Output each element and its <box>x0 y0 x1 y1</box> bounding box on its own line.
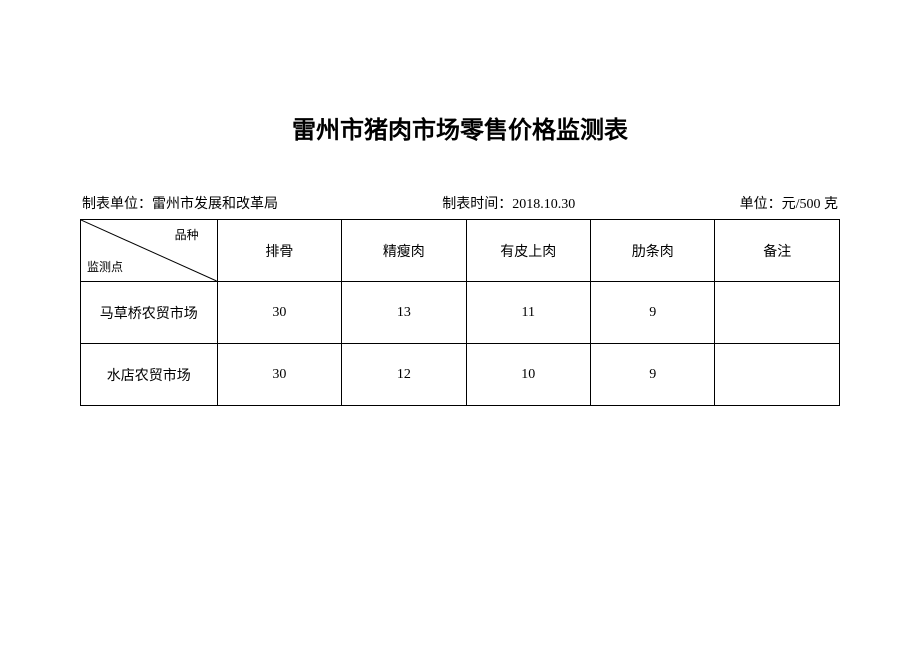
cell: 11 <box>466 282 590 344</box>
row-name: 马草桥农贸市场 <box>81 282 218 344</box>
meta-org-label: 制表单位： <box>82 197 152 212</box>
diag-bottom-label: 监测点 <box>87 258 123 275</box>
col-header: 精瘦肉 <box>342 220 466 282</box>
meta-date-value: 2018.10.30 <box>512 197 575 212</box>
meta-date-label: 制表时间： <box>442 197 512 212</box>
header-row: 品种 监测点 排骨 精瘦肉 有皮上肉 肋条肉 备注 <box>81 220 840 282</box>
document-page: 雷州市猪肉市场零售价格监测表 制表单位：雷州市发展和改革局 制表时间：2018.… <box>0 0 920 406</box>
meta-org: 制表单位：雷州市发展和改革局 <box>82 193 278 213</box>
meta-date: 制表时间：2018.10.30 <box>442 193 575 213</box>
cell: 9 <box>591 282 715 344</box>
page-title: 雷州市猪肉市场零售价格监测表 <box>80 110 840 145</box>
cell: 30 <box>217 282 341 344</box>
col-header: 有皮上肉 <box>466 220 590 282</box>
table-row: 马草桥农贸市场 30 13 11 9 <box>81 282 840 344</box>
table-head: 品种 监测点 排骨 精瘦肉 有皮上肉 肋条肉 备注 <box>81 220 840 282</box>
cell <box>715 282 840 344</box>
meta-unit: 单位：元/500 克 <box>740 193 838 213</box>
table-row: 水店农贸市场 30 12 10 9 <box>81 344 840 406</box>
row-name: 水店农贸市场 <box>81 344 218 406</box>
cell: 12 <box>342 344 466 406</box>
cell <box>715 344 840 406</box>
cell: 13 <box>342 282 466 344</box>
cell: 30 <box>217 344 341 406</box>
table-body: 马草桥农贸市场 30 13 11 9 水店农贸市场 30 12 10 9 <box>81 282 840 406</box>
col-header: 备注 <box>715 220 840 282</box>
meta-org-value: 雷州市发展和改革局 <box>152 197 278 212</box>
diag-top-label: 品种 <box>175 226 199 243</box>
diagonal-header: 品种 监测点 <box>81 220 218 282</box>
meta-row: 制表单位：雷州市发展和改革局 制表时间：2018.10.30 单位：元/500 … <box>80 193 840 213</box>
cell: 9 <box>591 344 715 406</box>
col-header: 排骨 <box>217 220 341 282</box>
meta-unit-label: 单位： <box>740 197 782 212</box>
price-table: 品种 监测点 排骨 精瘦肉 有皮上肉 肋条肉 备注 马草桥农贸市场 30 13 … <box>80 219 840 406</box>
cell: 10 <box>466 344 590 406</box>
col-header: 肋条肉 <box>591 220 715 282</box>
meta-unit-value: 元/500 克 <box>782 197 838 212</box>
